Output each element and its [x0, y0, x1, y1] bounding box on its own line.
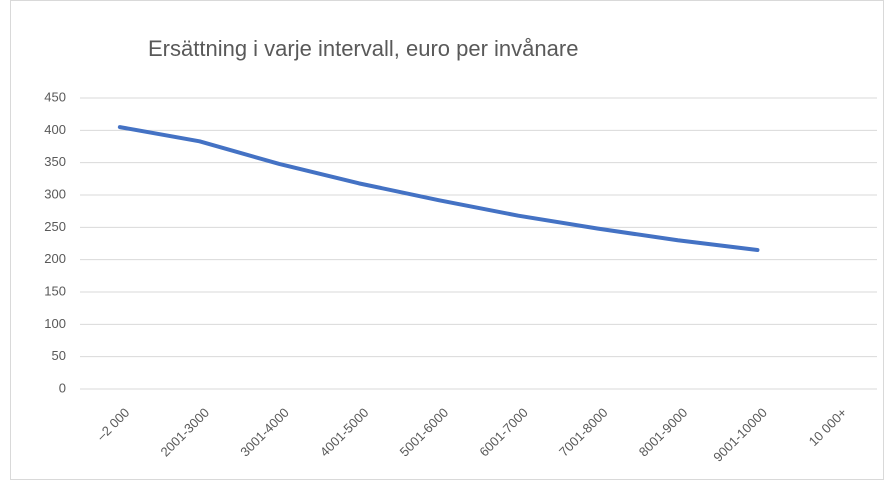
x-tick-label: 7001-8000: [556, 405, 611, 460]
x-tick-label: 2001-3000: [158, 405, 213, 460]
y-tick-label: 350: [44, 154, 66, 169]
y-tick-label: 400: [44, 122, 66, 137]
data-line: [117, 125, 760, 252]
x-tick-label: 4001-5000: [317, 405, 372, 460]
y-tick-label: 200: [44, 251, 66, 266]
y-tick-label: 100: [44, 316, 66, 331]
x-tick-label: –2 000: [94, 405, 133, 444]
x-tick-label: 5001-6000: [397, 405, 452, 460]
x-tick-label: 10 000+: [806, 405, 850, 449]
x-tick-label: 8001-9000: [636, 405, 691, 460]
y-tick-label: 50: [52, 348, 66, 363]
chart-border: [10, 0, 884, 480]
y-tick-label: 450: [44, 89, 66, 104]
y-tick-label: 0: [59, 380, 66, 395]
y-tick-label: 250: [44, 219, 66, 234]
chart-title: Ersättning i varje intervall, euro per i…: [148, 36, 578, 61]
y-tick-label: 300: [44, 186, 66, 201]
x-tick-label: 9001-10000: [710, 405, 770, 465]
x-tick-label: 6001-7000: [476, 405, 531, 460]
y-tick-label: 150: [44, 283, 66, 298]
x-tick-label: 3001-4000: [237, 405, 292, 460]
